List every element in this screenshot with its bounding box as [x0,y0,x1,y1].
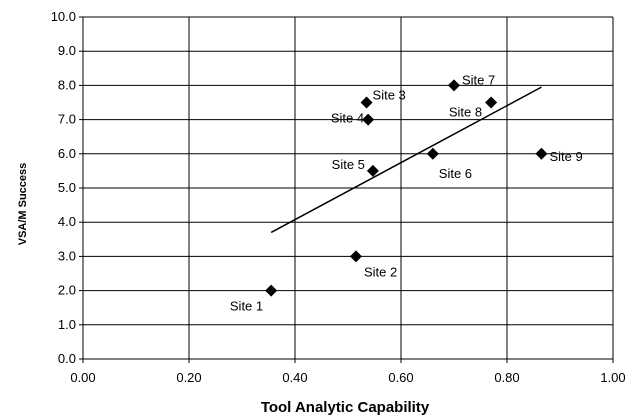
point-label: Site 5 [332,157,365,172]
point-labels: Site 1 Site 2 Site 3 Site 4 Site 5 Site 6 Site… [230,72,583,313]
point-label: Site 2 [364,264,397,279]
data-point-marker [349,250,362,263]
point-label: Site 4 [331,111,364,126]
x-tick-label: 0.00 [70,370,95,385]
axes [79,16,614,363]
y-tick-label: 0.0 [58,351,76,366]
y-axis-label: VSA/M Success [17,163,29,246]
x-tick-label: 0.60 [388,370,413,385]
data-points [265,79,548,297]
trendline [270,86,542,234]
point-label: Site 7 [462,72,495,87]
y-tick-label: 7.0 [58,112,76,127]
y-tick-label: 1.0 [58,317,76,332]
point-label: Site 1 [230,299,263,314]
point-label: Site 8 [449,105,482,120]
trendline-group [270,86,542,234]
y-tick-labels: 0.0 1.0 2.0 3.0 4.0 5.0 6.0 7.0 8.0 9.0 10.0 [51,9,76,366]
x-tick-label: 0.20 [176,370,201,385]
data-point-marker [448,79,460,92]
x-tick-label: 0.40 [282,370,307,385]
data-point-marker [360,96,373,109]
y-tick-label: 4.0 [58,214,76,229]
data-point-marker [265,284,278,297]
y-tick-label: 10.0 [51,9,76,24]
point-label: Site 3 [373,88,406,103]
point-label: Site 6 [439,166,472,181]
data-point-marker [485,96,498,109]
y-tick-label: 8.0 [58,77,76,92]
point-label: Site 9 [549,149,582,164]
y-tick-label: 3.0 [58,248,76,263]
y-tick-label: 5.0 [58,180,76,195]
x-axis-label: Tool Analytic Capability [261,399,430,416]
x-tick-labels: 0.00 0.20 0.40 0.60 0.80 1.00 [70,370,625,385]
grid [83,16,614,359]
data-point-marker [362,113,375,126]
x-tick-label: 1.00 [600,370,625,385]
data-point-marker [426,147,439,160]
data-point-marker [535,147,548,160]
y-tick-label: 2.0 [58,283,76,298]
y-tick-label: 9.0 [58,43,76,58]
data-point-marker [366,164,379,177]
y-tick-label: 6.0 [58,146,76,161]
x-tick-label: 0.80 [494,370,519,385]
